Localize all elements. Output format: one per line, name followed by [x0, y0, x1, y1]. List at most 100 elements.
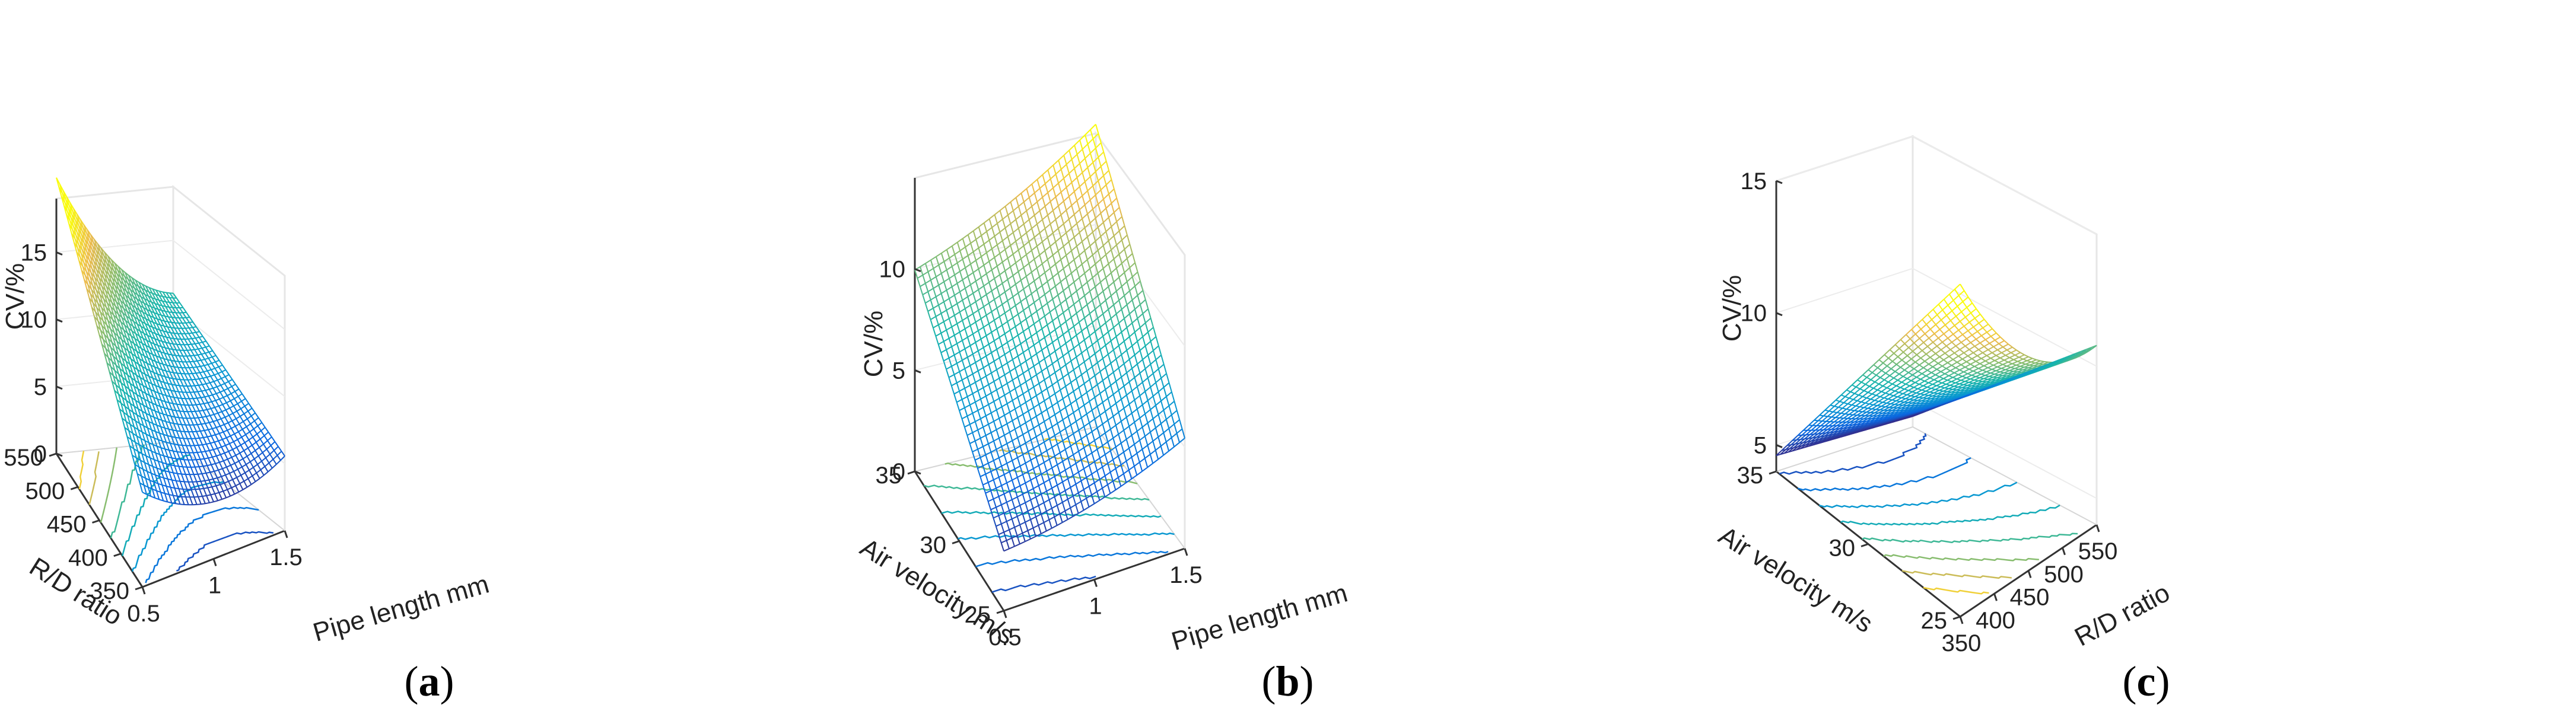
mesh-segment — [1055, 237, 1061, 243]
mesh-segment — [208, 428, 213, 430]
mesh-segment — [151, 451, 155, 460]
mesh-segment — [1038, 425, 1042, 434]
mesh-segment — [951, 346, 955, 355]
mesh-segment — [1047, 324, 1051, 334]
mesh-segment — [154, 366, 158, 375]
mesh-segment — [1070, 504, 1076, 509]
mesh-segment — [194, 385, 199, 393]
mesh-segment — [1123, 318, 1128, 328]
mesh-segment — [1013, 228, 1019, 233]
mesh-segment — [1091, 452, 1095, 462]
mesh-segment — [1137, 272, 1141, 282]
mesh-segment — [201, 352, 206, 355]
mesh-segment — [1067, 516, 1074, 521]
mesh-segment — [1049, 290, 1054, 299]
mesh-segment — [982, 347, 987, 356]
mesh-segment — [1046, 487, 1052, 492]
mesh-segment — [1152, 418, 1156, 428]
mesh-segment — [1070, 356, 1077, 362]
mesh-segment — [1083, 404, 1087, 414]
mesh-segment — [950, 366, 955, 375]
mesh-segment — [988, 420, 994, 425]
mesh-segment — [262, 452, 266, 458]
mesh-segment — [187, 481, 192, 490]
mesh-segment — [152, 466, 156, 476]
mesh-segment — [1144, 346, 1149, 356]
mesh-segment — [117, 314, 122, 323]
mesh-segment — [268, 458, 274, 464]
mesh-segment — [1033, 276, 1040, 282]
mesh-segment — [983, 363, 990, 368]
mesh-segment — [962, 255, 969, 260]
mesh-segment — [988, 498, 994, 502]
mesh-segment — [1088, 486, 1093, 496]
mesh-segment — [1046, 450, 1050, 460]
mesh-segment — [123, 280, 128, 288]
mesh-segment — [1121, 216, 1125, 227]
mesh-segment — [957, 238, 963, 243]
floor-back-edges — [914, 426, 1185, 549]
mesh-segment — [187, 404, 192, 412]
mesh-segment — [1014, 543, 1020, 547]
mesh-segment — [186, 417, 190, 426]
mesh-segment — [142, 469, 147, 479]
mesh-segment — [1036, 196, 1043, 203]
mesh-segment — [1171, 437, 1175, 447]
mesh-segment — [177, 495, 182, 497]
mesh-segment — [1046, 446, 1052, 451]
mesh-segment — [1166, 414, 1172, 420]
mesh-segment — [88, 241, 93, 250]
mesh-segment — [943, 321, 947, 330]
mesh-segment — [1046, 430, 1050, 439]
mesh-segment — [996, 468, 1000, 478]
mesh-segment — [1131, 413, 1136, 423]
mesh-segment — [967, 317, 971, 326]
mesh-segment — [154, 391, 158, 400]
mesh-segment — [189, 474, 193, 483]
mesh-segment — [1985, 339, 1990, 344]
mesh-segment — [1047, 259, 1051, 269]
mesh-segment — [1976, 339, 1981, 344]
mesh-segment — [79, 222, 83, 232]
mesh-segment — [996, 429, 1000, 439]
mesh-segment — [1107, 420, 1111, 430]
mesh-segment — [1050, 246, 1054, 256]
mesh-segment — [1089, 176, 1094, 186]
mesh-segment — [1022, 410, 1029, 415]
mesh-segment — [975, 280, 979, 290]
mesh-segment — [1102, 199, 1107, 209]
mesh-segment — [1076, 396, 1082, 401]
mesh-segment — [1063, 312, 1067, 322]
mesh-segment — [1128, 354, 1136, 360]
mesh-segment — [221, 378, 225, 384]
mesh-segment — [1001, 485, 1005, 495]
mesh-segment — [155, 379, 160, 388]
mesh-segment — [1139, 391, 1146, 397]
mesh-segment — [144, 399, 148, 408]
mesh-segment — [167, 321, 172, 328]
mesh-segment — [1007, 321, 1011, 331]
mesh-segment — [166, 389, 171, 397]
mesh-segment — [983, 323, 990, 328]
mesh-segment — [954, 311, 961, 316]
mesh-segment — [1001, 482, 1007, 486]
mesh-segment — [211, 464, 215, 472]
mesh-segment — [187, 379, 192, 387]
mesh-segment — [160, 315, 165, 321]
mesh-segment — [111, 381, 116, 391]
mesh-segment — [180, 344, 185, 351]
mesh-segment — [988, 361, 995, 365]
mesh-segment — [1062, 481, 1066, 491]
mesh-segment — [1020, 385, 1024, 394]
mesh-segment — [266, 445, 272, 450]
mesh-segment — [1118, 248, 1125, 255]
mesh-segment — [90, 256, 94, 266]
mesh-segment — [990, 468, 997, 473]
mesh-segment — [1090, 123, 1096, 130]
mesh-segment — [1967, 330, 1973, 336]
mesh-segment — [208, 352, 213, 358]
mesh-segment — [172, 378, 176, 385]
mesh-segment — [255, 442, 260, 448]
mesh-segment — [1091, 470, 1098, 475]
mesh-segment — [1112, 394, 1117, 404]
